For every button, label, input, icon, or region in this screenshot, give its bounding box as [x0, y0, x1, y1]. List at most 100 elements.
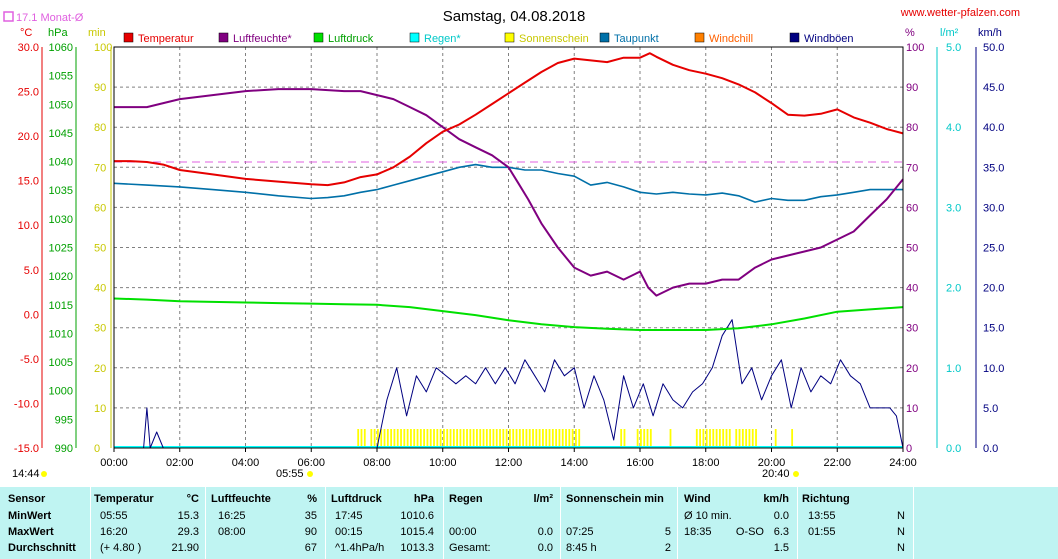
sun-time: 07:25 [566, 526, 594, 538]
hum-value: 67 [304, 542, 317, 554]
sunshine-bar [479, 429, 482, 448]
hpa-tick-label: 995 [55, 414, 73, 426]
weather-chart: 17.1 Monat-Ø Samstag, 04.08.2018 www.wet… [3, 7, 1020, 480]
sunshine-bar [393, 429, 396, 448]
sunshine-bar [575, 429, 577, 448]
sunshine-bar [640, 429, 642, 448]
wind-tick-label: 5.0 [983, 403, 998, 415]
sunshine-bar [702, 429, 705, 448]
sunshine-bar [558, 429, 561, 448]
sunshine-bar [709, 429, 711, 448]
min-tick-label: 10 [94, 403, 106, 415]
chart-legend: Temperatur Luftfeuchte* Luftdruck Regen* Son… [123, 32, 854, 45]
rain-tick-label: 3.0 [946, 202, 961, 214]
rain-tick-label: 0.0 [946, 443, 961, 455]
table-column-divider [560, 487, 561, 559]
rain-time: Gesamt: [449, 542, 491, 554]
hum-time: 08:00 [218, 526, 246, 538]
hpa-tick-label: 1000 [49, 386, 73, 398]
sunshine-bar [363, 429, 366, 448]
sunshine-bar [482, 429, 485, 448]
sunshine-bar [505, 429, 508, 448]
hpa-tick-label: 1060 [49, 42, 73, 54]
sunshine-bar [532, 429, 534, 448]
sunshine-bar [548, 429, 551, 448]
sunshine-bar [436, 429, 439, 448]
th-direction: Richtung [802, 493, 850, 505]
th-sunshine: Sonnenschein min [566, 493, 664, 505]
sun-value: 2 [664, 542, 671, 554]
percent-tick-label: 20 [906, 363, 918, 375]
sunshine-bar [419, 429, 422, 448]
sunshine-bar [646, 429, 649, 448]
celsius-tick-label: -5.0 [20, 354, 39, 366]
dir-time: 01:55 [808, 526, 836, 538]
wind-tick-label: 15.0 [983, 323, 1004, 335]
pres-value: 1015.4 [400, 526, 434, 538]
sunshine-bar [649, 429, 652, 448]
hum-value: 35 [304, 510, 317, 522]
sunshine-bar [518, 429, 521, 448]
dir-value: N [897, 542, 905, 554]
sunset-label: 20:40 [762, 468, 790, 480]
time-tick-label: 14:00 [560, 457, 588, 469]
wind-value: 1.5 [773, 542, 789, 554]
time-tick-label: 02:00 [166, 457, 194, 469]
table-column-divider [913, 487, 914, 559]
pres-value: 1010.6 [400, 510, 434, 522]
monthly-avg-label: 17.1 Monat-Ø [16, 12, 84, 24]
pres-time: ^1.4hPa/h [335, 542, 385, 554]
sunshine-bar [561, 429, 564, 448]
sunshine-bar [745, 429, 748, 448]
sunshine-bar [446, 429, 449, 448]
legend-swatch-7 [789, 32, 800, 43]
th-sensor: Sensor [8, 493, 46, 505]
rain-tick-label: 5.0 [946, 42, 961, 54]
sunshine-bar [400, 429, 402, 448]
sunshine-bar [718, 429, 721, 448]
temp-value: 21.90 [171, 542, 199, 554]
legend-label-7: Windböen [804, 33, 854, 45]
time-tick-label: 00:00 [100, 457, 128, 469]
sunshine-bar [396, 429, 399, 448]
sunrise-label: 05:55 [276, 468, 304, 480]
celsius-unit-label: °C [20, 27, 32, 39]
sunshine-bar [466, 429, 468, 448]
percent-tick-label: 70 [906, 162, 918, 174]
th-temperature: Temperatur [94, 493, 154, 505]
rain-tick-label: 2.0 [946, 283, 961, 295]
statistics-table: Sensor Temperatur °C Luftfeuchte% Luftdruck h… [0, 487, 1058, 559]
table-column-divider [325, 487, 326, 559]
sunshine-bar [485, 429, 488, 448]
th-rain: Regen [449, 493, 483, 505]
plot-frame [113, 46, 904, 449]
sunshine-bar [542, 429, 544, 448]
celsius-tick-label: 10.0 [18, 220, 39, 232]
min-tick-label: 30 [94, 323, 106, 335]
temp-time: 16:20 [100, 526, 128, 538]
sunshine-bar [738, 429, 741, 448]
hpa-tick-label: 1005 [49, 357, 73, 369]
th-pressure-unit: hPa [413, 493, 434, 505]
sunshine-bar [489, 429, 492, 448]
wind-time: Ø 10 min. [684, 510, 732, 522]
hpa-tick-label: 1020 [49, 271, 73, 283]
hpa-tick-label: 990 [55, 443, 73, 455]
left-axes: 30.0 25.0 20.0 15.0 10.0 5.0 0.0 -5.0 -10.0 -15.0… [14, 42, 112, 455]
sunshine-bar [492, 429, 495, 448]
legend-label-1: Luftfeuchte* [233, 33, 292, 45]
percent-tick-label: 50 [906, 243, 918, 255]
hpa-tick-label: 1045 [49, 128, 73, 140]
sunshine-bar [620, 429, 623, 448]
hpa-tick-label: 1010 [49, 328, 73, 340]
temp-time: (+ 4.80 ) [100, 542, 142, 554]
sunshine-bar [515, 429, 518, 448]
hpa-tick-label: 1030 [49, 214, 73, 226]
rain-unit-label: l/m² [940, 27, 959, 39]
celsius-tick-label: 15.0 [18, 176, 39, 188]
hpa-tick-label: 1025 [49, 243, 73, 255]
sunshine-bar [728, 429, 731, 448]
sunshine-bar [528, 429, 531, 448]
gusts-series-line [114, 319, 904, 449]
sunshine-bar [416, 429, 419, 448]
